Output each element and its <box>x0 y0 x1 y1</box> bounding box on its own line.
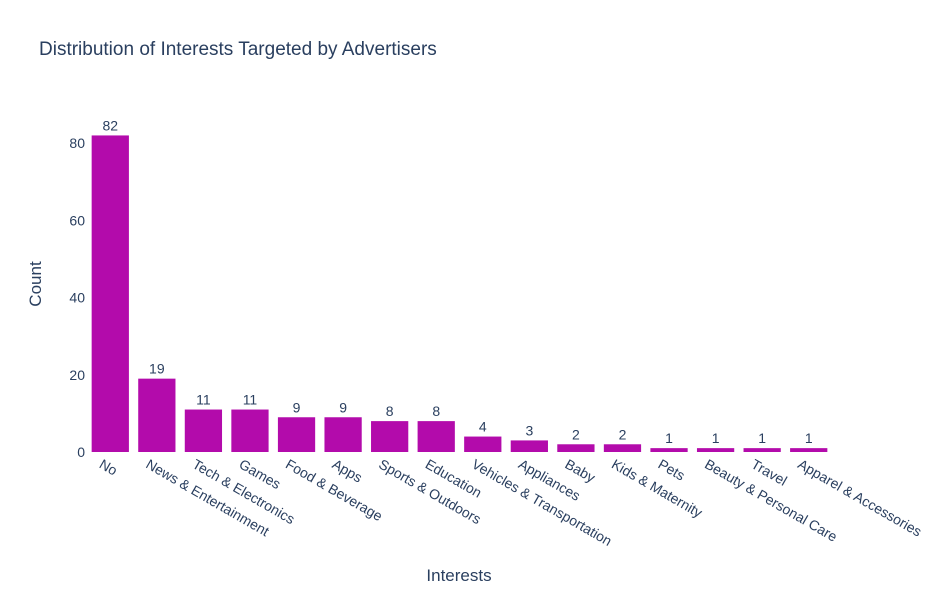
bar-value-label: 19 <box>149 361 165 377</box>
bar-value-label: 1 <box>758 430 766 446</box>
bar[interactable] <box>464 436 502 452</box>
bar[interactable] <box>650 448 688 452</box>
y-axis-ticks: 0 20 40 60 80 <box>69 135 85 460</box>
bar-value-label: 1 <box>805 430 813 446</box>
bar[interactable] <box>417 421 455 452</box>
bar-value-label: 11 <box>243 392 258 408</box>
bar-value-label: 8 <box>386 403 394 419</box>
bar[interactable] <box>231 409 269 452</box>
bar[interactable] <box>91 135 129 452</box>
bar-value-label: 9 <box>293 399 301 415</box>
bar[interactable] <box>371 421 409 452</box>
bar[interactable] <box>324 417 362 452</box>
y-tick-label: 0 <box>77 444 85 460</box>
bar[interactable] <box>184 409 223 452</box>
bar-value-label: 4 <box>479 419 487 435</box>
bar-value-label: 2 <box>619 426 627 442</box>
y-tick-label: 40 <box>69 290 85 306</box>
bar[interactable] <box>603 444 642 452</box>
chart-title: Distribution of Interests Targeted by Ad… <box>39 39 437 60</box>
bar[interactable] <box>510 440 548 452</box>
y-tick-label: 60 <box>69 212 85 228</box>
bar-value-label: 1 <box>712 430 720 446</box>
bar[interactable] <box>277 417 316 452</box>
y-tick-label: 20 <box>69 367 85 383</box>
bar-value-label: 9 <box>339 399 347 415</box>
bar[interactable] <box>790 448 828 452</box>
bar[interactable] <box>557 444 595 452</box>
y-axis-title: Count <box>26 261 45 307</box>
bar-value-label: 1 <box>665 430 673 446</box>
bar[interactable] <box>138 378 176 452</box>
x-tick-label: No <box>97 456 121 479</box>
x-tick-label: Pets <box>656 456 688 484</box>
bar-value-label: 3 <box>525 422 533 438</box>
bar-value-label: 82 <box>102 117 118 133</box>
x-axis-title: Interests <box>426 566 491 585</box>
bars <box>91 135 828 452</box>
bar[interactable] <box>696 448 735 452</box>
y-tick-label: 80 <box>69 135 85 151</box>
bar-value-label: 11 <box>196 392 211 408</box>
bar-value-label: 8 <box>432 403 440 419</box>
bar[interactable] <box>743 448 781 452</box>
bar-value-label: 2 <box>572 426 580 442</box>
